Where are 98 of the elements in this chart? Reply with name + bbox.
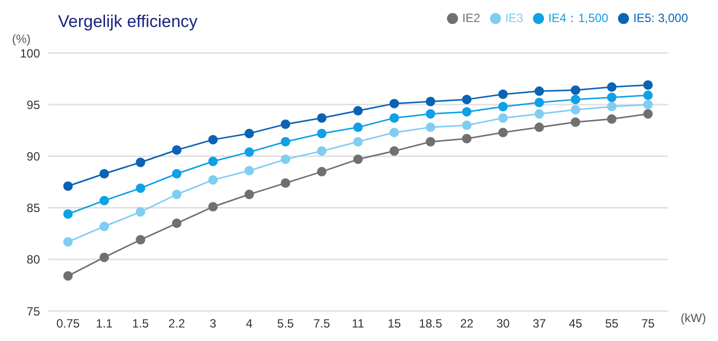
point [353, 137, 363, 146]
point [570, 105, 580, 115]
point [63, 237, 73, 247]
point [63, 209, 73, 219]
point [353, 122, 363, 132]
y-tick-label: 100 [20, 46, 40, 60]
point [607, 92, 616, 102]
x-tick-label: 3 [210, 316, 217, 331]
x-tick-label: 2.2 [168, 316, 186, 331]
x-tick-label: 22 [460, 316, 474, 331]
point [534, 86, 544, 96]
point [534, 109, 544, 119]
point [136, 235, 146, 245]
chart-title: Vergelijk efficiency [58, 12, 198, 32]
y-tick-label: 75 [26, 304, 40, 318]
x-tick-label: 7.5 [313, 316, 330, 331]
point [643, 109, 653, 119]
x-tick-label: 45 [568, 316, 582, 331]
point [353, 154, 363, 164]
point [498, 128, 508, 138]
point [208, 156, 218, 166]
x-tick-label: 30 [496, 316, 510, 331]
point [607, 114, 616, 124]
point [426, 122, 436, 132]
point [208, 202, 218, 212]
point [317, 166, 326, 176]
point [390, 146, 399, 156]
point [462, 94, 472, 104]
point [317, 128, 326, 138]
point [244, 166, 254, 176]
x-tick-label: 0.75 [56, 316, 80, 331]
point [426, 96, 436, 106]
point [390, 128, 399, 138]
point [136, 183, 146, 193]
point [317, 113, 326, 123]
point [390, 98, 399, 108]
x-tick-label: 5.5 [277, 316, 294, 331]
point [534, 122, 544, 132]
x-tick-label: 37 [532, 316, 546, 331]
point [208, 175, 218, 185]
y-axis-title: (%) [12, 32, 31, 46]
point [280, 178, 290, 188]
legend-label: IE4：1,500 [548, 11, 608, 25]
point [607, 102, 616, 112]
point [643, 100, 653, 110]
point [390, 113, 399, 123]
point [498, 113, 508, 123]
legend-label: IE5: 3,000 [633, 11, 688, 25]
point [498, 90, 508, 100]
point [570, 94, 580, 104]
point [280, 137, 290, 146]
point [208, 134, 218, 144]
point [63, 271, 73, 281]
point [172, 190, 182, 200]
x-tick-label: 75 [641, 316, 655, 331]
point [280, 154, 290, 164]
legend-label: IE3 [505, 11, 524, 25]
x-tick-label: 1.1 [96, 316, 113, 331]
x-tick-label: 11 [352, 316, 365, 331]
point [353, 106, 363, 116]
point [462, 134, 472, 144]
point [643, 90, 653, 100]
x-tick-label: 55 [605, 316, 619, 331]
point [244, 147, 254, 157]
point [280, 119, 290, 129]
point [570, 117, 580, 127]
point [426, 137, 436, 146]
point [244, 190, 254, 200]
point [172, 218, 182, 228]
point [462, 120, 472, 130]
point [100, 252, 109, 262]
point [100, 222, 109, 232]
point [607, 82, 616, 92]
point [570, 85, 580, 95]
point [136, 158, 146, 168]
point [172, 145, 182, 155]
point [498, 102, 508, 112]
x-tick-label: 18.5 [418, 316, 442, 331]
point [462, 107, 472, 117]
point [100, 168, 109, 178]
x-tick-label: 15 [388, 316, 402, 331]
y-tick-label: 90 [26, 149, 40, 164]
point [244, 128, 254, 138]
y-tick-label: 95 [26, 98, 40, 112]
x-axis-title: (kW) [680, 311, 706, 325]
y-tick-label: 85 [26, 201, 40, 216]
legend-label: IE2 [462, 11, 480, 25]
point [100, 196, 109, 206]
point [534, 98, 544, 108]
x-tick-label: 4 [246, 316, 253, 331]
point [172, 168, 182, 178]
point [426, 109, 436, 119]
point [136, 207, 146, 217]
point [63, 181, 73, 191]
x-tick-label: 1.5 [132, 316, 150, 331]
y-tick-label: 80 [26, 252, 40, 267]
point [643, 80, 653, 90]
point [317, 146, 326, 156]
